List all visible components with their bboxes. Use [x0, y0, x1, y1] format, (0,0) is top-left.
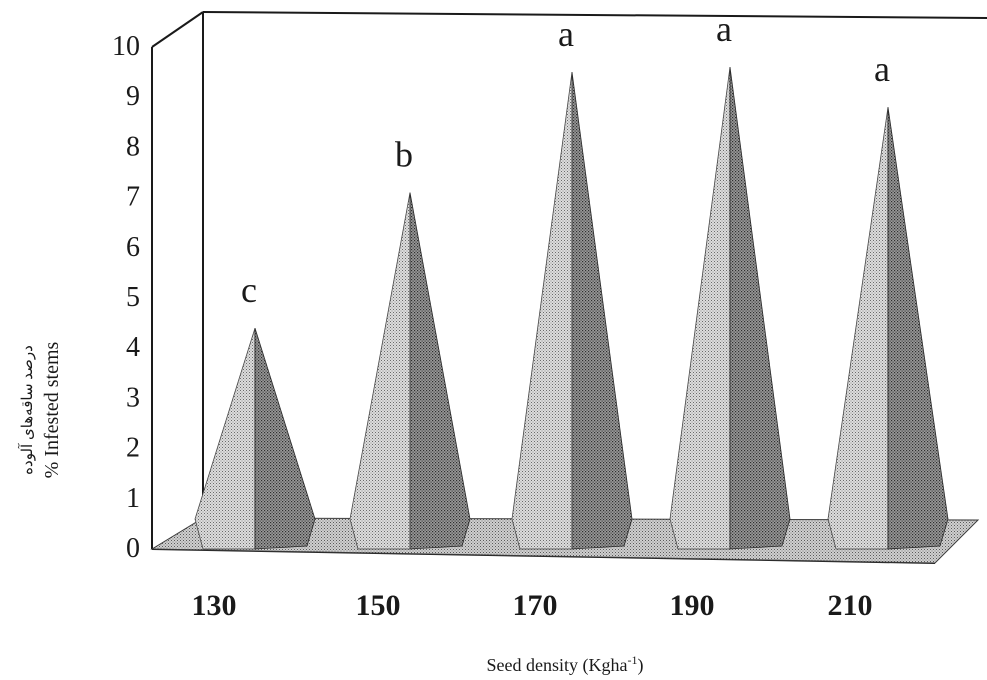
x-axis-label-superscript: -1	[627, 653, 637, 667]
x-tick-label: 170	[513, 589, 558, 622]
cone-dark-face	[729, 67, 791, 550]
cone-dark-face	[887, 107, 949, 550]
y-tick-label: 7	[126, 182, 140, 213]
cone-190	[669, 67, 791, 550]
x-axis-label-text: Seed density (Kgha	[487, 655, 628, 676]
cone-dark-face	[254, 328, 316, 550]
significance-letter: a	[874, 49, 890, 89]
cone-light-face	[349, 192, 411, 550]
y-tick-label: 10	[112, 31, 140, 62]
cone-light-face	[827, 107, 889, 550]
cone-light-face	[511, 72, 573, 550]
y-axis-label: % Infested stems	[41, 341, 63, 478]
cone-170	[511, 72, 633, 550]
x-axis-label: Seed density (Kgha-1)	[487, 653, 644, 676]
y-tick-label: 1	[126, 483, 140, 514]
significance-letter: a	[558, 14, 574, 54]
y-tick-label: 9	[126, 81, 140, 112]
significance-letter: b	[395, 135, 413, 175]
y-tick-label: 3	[126, 382, 140, 413]
x-tick-label: 190	[670, 589, 715, 622]
y-tick-label: 6	[126, 232, 140, 263]
side-wall-top-edge	[151, 11, 204, 48]
x-tick-label: 130	[192, 589, 237, 622]
x-tick-label: 150	[356, 589, 401, 622]
cone-dark-face	[409, 192, 471, 550]
x-tick-label: 210	[828, 589, 873, 622]
y-tick-label: 0	[126, 533, 140, 564]
y-tick-label: 2	[126, 433, 140, 464]
x-tick-labels: 130 150 170 190 210	[192, 589, 873, 622]
chart-cones	[194, 67, 949, 550]
cone-130	[194, 328, 316, 550]
significance-letters: c b a a a	[241, 9, 890, 310]
y-axis-label-persian: درصد ساقه‌های آلوده	[18, 345, 36, 475]
x-axis-label-close: )	[637, 655, 643, 676]
y-tick-label: 4	[126, 332, 140, 363]
cone-210	[827, 107, 949, 550]
significance-letter: c	[241, 270, 257, 310]
y-tick-labels: 0 1 2 3 4 5 6 7 8 9 10	[112, 31, 140, 564]
y-tick-label: 8	[126, 131, 140, 162]
y-tick-label: 5	[126, 282, 140, 313]
cone-150	[349, 192, 471, 550]
cone-light-face	[669, 67, 731, 550]
cone-dark-face	[571, 72, 633, 550]
significance-letter: a	[716, 9, 732, 49]
back-wall-top-edge	[202, 11, 987, 19]
